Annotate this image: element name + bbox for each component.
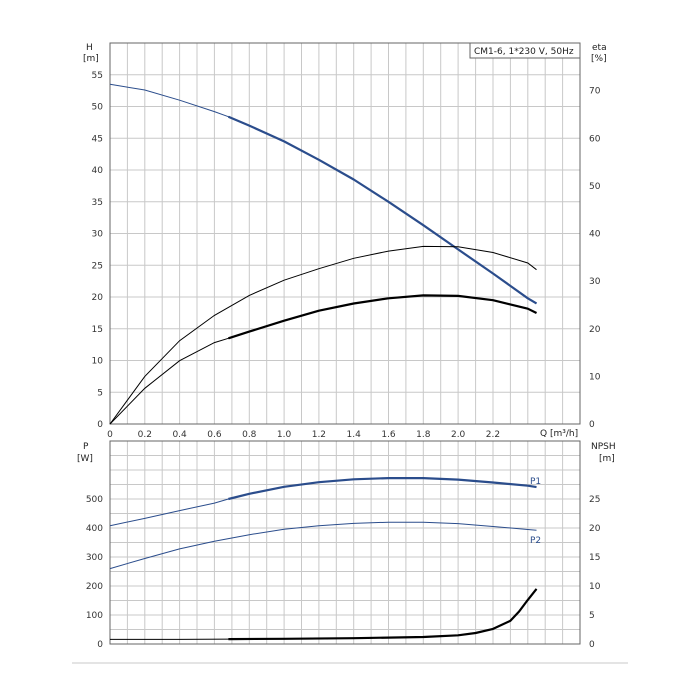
y-right-tick-label: 50 bbox=[589, 182, 601, 192]
y-left-tick-label: 0 bbox=[97, 420, 103, 430]
power-tick-label: 100 bbox=[86, 611, 103, 621]
power-npsh-series bbox=[109, 477, 538, 641]
y-right-label-unit: [%] bbox=[591, 54, 607, 64]
y-left-tick-label: 10 bbox=[92, 357, 104, 367]
npsh-tick-label: 5 bbox=[589, 611, 595, 621]
y-left-tick-label: 55 bbox=[92, 71, 103, 81]
npsh-tick-label: 10 bbox=[589, 582, 601, 592]
y-right-tick-label: 40 bbox=[589, 230, 601, 240]
y-left-tick-label: 20 bbox=[92, 293, 104, 303]
y-left-tick-label: 45 bbox=[92, 134, 103, 144]
y-right-tick-label: 0 bbox=[589, 420, 595, 430]
legend-box-label: CM1-6, 1*230 V, 50Hz bbox=[474, 47, 574, 57]
head-curve bbox=[109, 83, 537, 304]
power-p1-curve-operating-range bbox=[228, 477, 537, 501]
npsh-tick-label: 20 bbox=[589, 524, 601, 534]
x-tick-label: 1.8 bbox=[416, 430, 431, 440]
head-efficiency-series bbox=[109, 83, 538, 425]
series-label-p2: P2 bbox=[530, 536, 541, 546]
y-left-tick-label: 35 bbox=[92, 198, 103, 208]
x-tick-label: 2.2 bbox=[486, 430, 500, 440]
y-right-tick-label: 10 bbox=[589, 372, 601, 382]
power-tick-label: 500 bbox=[86, 495, 103, 505]
x-tick-label: 1.0 bbox=[277, 430, 292, 440]
series-label-p1: P1 bbox=[530, 477, 541, 487]
efficiency-curve-upper bbox=[109, 245, 537, 425]
x-tick-label: 0 bbox=[107, 430, 113, 440]
power-npsh-panel: 0 100 200 300 400 500 0 5 10 15 20 25 P [W] NPSH [m… bbox=[77, 440, 616, 650]
y-left-label-name: H bbox=[86, 43, 93, 53]
efficiency-curve-lower bbox=[109, 294, 537, 425]
power-tick-label: 400 bbox=[86, 524, 103, 534]
y-right-tick-label: 30 bbox=[589, 277, 601, 287]
y-left-label-unit: [m] bbox=[83, 54, 99, 64]
npsh-axis-label-name: NPSH bbox=[591, 442, 616, 452]
y-right-label-name: eta bbox=[592, 43, 607, 53]
x-axis-label: Q [m³/h] bbox=[540, 429, 578, 439]
npsh-axis-label-unit: [m] bbox=[599, 454, 615, 464]
power-npsh-ticks: 0 100 200 300 400 500 0 5 10 15 20 25 bbox=[86, 495, 601, 650]
x-tick-label: 0.2 bbox=[138, 430, 152, 440]
x-tick-label: 1.6 bbox=[381, 430, 396, 440]
x-tick-label: 1.4 bbox=[347, 430, 362, 440]
head-efficiency-ticks: 0 0.2 0.4 0.6 0.8 1.0 1.2 1.4 1.6 1.8 2.0 2.2 0 5 10 15… bbox=[92, 71, 601, 440]
npsh-curve-operating-range bbox=[228, 588, 538, 641]
y-left-tick-label: 40 bbox=[92, 166, 104, 176]
head-efficiency-frame bbox=[109, 42, 581, 425]
head-efficiency-grid bbox=[110, 43, 580, 424]
power-npsh-frame bbox=[109, 440, 581, 645]
npsh-curve bbox=[110, 588, 537, 640]
power-p1-curve bbox=[109, 477, 537, 527]
power-axis-label-unit: [W] bbox=[77, 454, 93, 464]
npsh-tick-label: 15 bbox=[589, 553, 600, 563]
x-tick-label: 2.0 bbox=[451, 430, 466, 440]
power-tick-label: 200 bbox=[86, 582, 103, 592]
y-right-tick-label: 60 bbox=[589, 134, 601, 144]
y-left-tick-label: 5 bbox=[97, 388, 103, 398]
y-right-tick-label: 20 bbox=[589, 325, 601, 335]
npsh-tick-label: 0 bbox=[589, 640, 595, 650]
power-npsh-grid bbox=[110, 441, 580, 644]
y-left-tick-label: 15 bbox=[92, 325, 103, 335]
power-tick-label: 0 bbox=[97, 640, 103, 650]
power-tick-label: 300 bbox=[86, 553, 103, 563]
legend-box-frame bbox=[469, 42, 581, 59]
y-right-tick-label: 70 bbox=[589, 87, 601, 97]
head-curve-operating-range bbox=[227, 115, 538, 305]
power-axis-label-name: P bbox=[83, 442, 89, 452]
npsh-tick-label: 25 bbox=[589, 495, 600, 505]
legend-box: CM1-6, 1*230 V, 50Hz bbox=[469, 42, 581, 59]
efficiency-curve-lower-operating-range bbox=[228, 294, 537, 340]
y-left-tick-label: 25 bbox=[92, 261, 103, 271]
head-efficiency-panel: 0 0.2 0.4 0.6 0.8 1.0 1.2 1.4 1.6 1.8 2.0 2.2 0 5 10 15… bbox=[83, 42, 607, 440]
x-tick-label: 0.4 bbox=[172, 430, 187, 440]
x-tick-label: 0.8 bbox=[242, 430, 257, 440]
power-p2-curve bbox=[109, 521, 537, 570]
y-left-tick-label: 30 bbox=[92, 230, 104, 240]
x-tick-label: 1.2 bbox=[312, 430, 326, 440]
x-tick-label: 0.6 bbox=[207, 430, 222, 440]
y-left-tick-label: 50 bbox=[92, 103, 104, 113]
